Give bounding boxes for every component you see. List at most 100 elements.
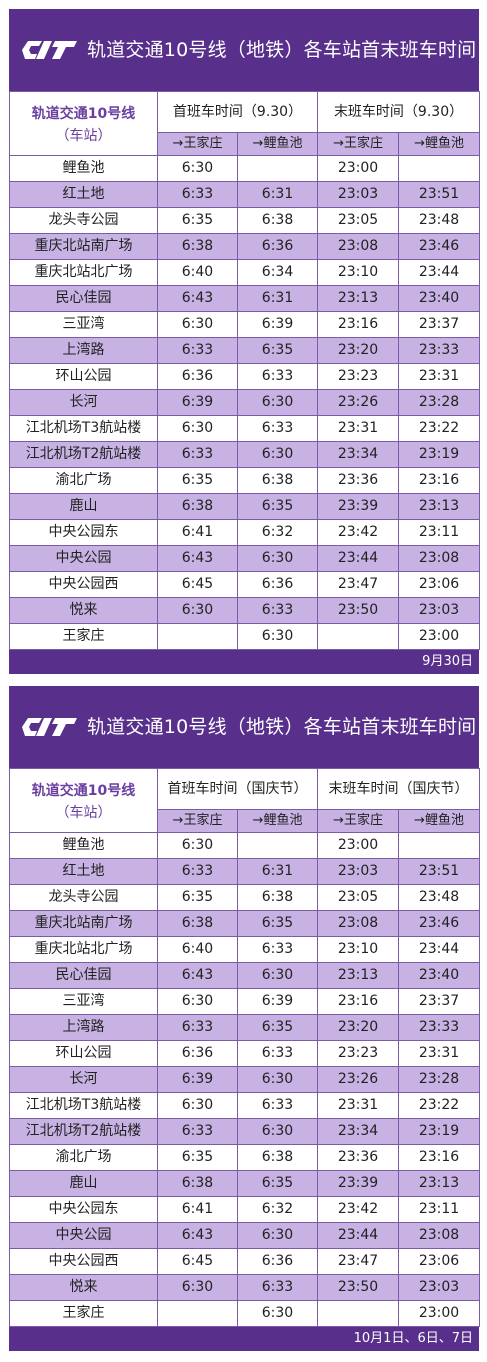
last-train-to-liyuchi: 23:11: [398, 519, 481, 546]
last-train-to-wangjiazhuang: 23:23: [317, 363, 400, 390]
first-train-to-liyuchi: 6:35: [236, 493, 319, 520]
last-train-to-liyuchi: 23:48: [398, 207, 481, 234]
table-row: 中央公园西 6:45 6:36 23:47 23:06: [9, 571, 481, 598]
last-train-to-wangjiazhuang: 23:47: [317, 571, 400, 598]
table-row: 三亚湾 6:30 6:39 23:16 23:37: [9, 988, 480, 1015]
station-name: 王家庄: [9, 623, 158, 650]
last-train-to-liyuchi: [398, 155, 481, 182]
first-train-to-wangjiazhuang: 6:39: [157, 389, 238, 416]
last-train-to-wangjiazhuang: 23:16: [317, 988, 399, 1015]
last-train-to-liyuchi: 23:46: [398, 233, 481, 260]
last-train-to-liyuchi: 23:40: [398, 285, 481, 312]
station-name: 红土地: [9, 858, 158, 885]
table-row: 中央公园东 6:41 6:32 23:42 23:11: [9, 519, 481, 546]
last-train-to-liyuchi: 23:33: [398, 1014, 480, 1041]
station-header-label: 轨道交通10号线: [31, 106, 136, 122]
station-name: 王家庄: [9, 1300, 158, 1327]
schedule-table: 轨道交通10号线 （车站） 首班车时间（9.30） 末班车时间（9.30） →王…: [9, 91, 481, 650]
station-name: 重庆北站北广场: [9, 936, 158, 963]
last-train-to-wangjiazhuang: 23:16: [317, 311, 400, 338]
first-train-to-wangjiazhuang: 6:40: [157, 936, 238, 963]
table-row: 中央公园 6:43 6:30 23:44 23:08: [9, 545, 481, 572]
last-train-to-wangjiazhuang: 23:34: [317, 441, 400, 468]
table-row: 王家庄 6:30 23:00: [9, 1300, 480, 1327]
last-train-to-wangjiazhuang: 23:44: [317, 545, 400, 572]
last-train-to-liyuchi: 23:06: [398, 1248, 480, 1275]
table-row: 江北机场T2航站楼 6:33 6:30 23:34 23:19: [9, 1118, 480, 1145]
station-column-header: 轨道交通10号线 （车站）: [9, 768, 158, 833]
table-row: 江北机场T3航站楼 6:30 6:33 23:31 23:22: [9, 415, 481, 442]
last-train-to-wangjiazhuang: 23:36: [317, 467, 400, 494]
table-row: 鹿山 6:38 6:35 23:39 23:13: [9, 1170, 480, 1197]
first-train-to-liyuchi: 6:31: [236, 181, 319, 208]
station-name: 三亚湾: [9, 311, 158, 338]
station-name: 长河: [9, 1066, 158, 1093]
last-train-to-wangjiazhuang: 23:50: [317, 597, 400, 624]
last-train-to-wangjiazhuang: 23:26: [317, 1066, 399, 1093]
first-train-to-liyuchi: 6:35: [237, 1170, 318, 1197]
last-train-to-liyuchi: 23:03: [398, 1274, 480, 1301]
direction-wangjiazhuang: →王家庄: [317, 132, 400, 156]
table-row: 上湾路 6:33 6:35 23:20 23:33: [9, 1014, 480, 1041]
station-name: 中央公园西: [9, 1248, 158, 1275]
last-train-to-wangjiazhuang: 23:39: [317, 493, 400, 520]
last-train-to-liyuchi: 23:19: [398, 1118, 480, 1145]
first-train-to-liyuchi: 6:30: [237, 1222, 318, 1249]
first-train-to-wangjiazhuang: 6:41: [157, 519, 238, 546]
last-train-to-liyuchi: 23:03: [398, 597, 481, 624]
last-train-to-wangjiazhuang: 23:05: [317, 207, 400, 234]
last-train-to-wangjiazhuang: [317, 1300, 399, 1327]
table-row: 重庆北站南广场 6:38 6:35 23:08 23:46: [9, 910, 480, 937]
date-footer: 9月30日: [9, 650, 479, 674]
first-train-to-liyuchi: 6:30: [236, 545, 319, 572]
first-train-to-liyuchi: 6:30: [237, 1118, 318, 1145]
station-name: 重庆北站南广场: [9, 910, 158, 937]
station-name: 江北机场T3航站楼: [9, 415, 158, 442]
first-train-to-liyuchi: 6:39: [236, 311, 319, 338]
table-title: 轨道交通10号线（地铁）各车站首末班车时间: [87, 716, 477, 738]
first-train-to-wangjiazhuang: 6:30: [157, 832, 238, 859]
first-train-to-liyuchi: 6:30: [236, 441, 319, 468]
first-train-to-wangjiazhuang: 6:30: [157, 1092, 238, 1119]
table-row: 重庆北站北广场 6:40 6:34 23:10 23:44: [9, 259, 481, 286]
table-row: 红土地 6:33 6:31 23:03 23:51: [9, 858, 480, 885]
station-name: 江北机场T2航站楼: [9, 1118, 158, 1145]
last-train-to-wangjiazhuang: 23:03: [317, 181, 400, 208]
table-row: 中央公园 6:43 6:30 23:44 23:08: [9, 1222, 480, 1249]
last-train-to-wangjiazhuang: 23:31: [317, 1092, 399, 1119]
title-banner: 轨道交通10号线（地铁）各车站首末班车时间: [9, 9, 479, 91]
direction-liyuchi: →鲤鱼池: [398, 132, 481, 156]
last-train-to-liyuchi: 23:06: [398, 571, 481, 598]
first-train-to-liyuchi: 6:30: [237, 1300, 318, 1327]
schedule-table: 轨道交通10号线 （车站） 首班车时间（国庆节） 末班车时间（国庆节） →王家庄…: [9, 768, 480, 1327]
last-train-to-wangjiazhuang: 23:26: [317, 389, 400, 416]
first-train-to-wangjiazhuang: 6:30: [157, 155, 238, 182]
table-row: 重庆北站北广场 6:40 6:33 23:10 23:44: [9, 936, 480, 963]
rail-transit-logo-icon: [22, 41, 77, 59]
table-row: 鲤鱼池 6:30 23:00: [9, 155, 481, 182]
first-train-to-liyuchi: 6:34: [236, 259, 319, 286]
table-row: 渝北广场 6:35 6:38 23:36 23:16: [9, 467, 481, 494]
station-name: 龙头寺公园: [9, 884, 158, 911]
last-train-to-wangjiazhuang: 23:42: [317, 519, 400, 546]
table-row: 江北机场T3航站楼 6:30 6:33 23:31 23:22: [9, 1092, 480, 1119]
station-name: 环山公园: [9, 1040, 158, 1067]
last-train-to-liyuchi: 23:28: [398, 1066, 480, 1093]
first-train-to-liyuchi: 6:36: [236, 233, 319, 260]
last-train-to-wangjiazhuang: 23:39: [317, 1170, 399, 1197]
first-train-to-wangjiazhuang: 6:35: [157, 207, 238, 234]
station-name: 长河: [9, 389, 158, 416]
first-train-to-wangjiazhuang: 6:35: [157, 884, 238, 911]
station-name: 上湾路: [9, 337, 158, 364]
last-train-to-liyuchi: 23:33: [398, 337, 481, 364]
first-train-to-wangjiazhuang: 6:30: [157, 311, 238, 338]
direction-wangjiazhuang: →王家庄: [157, 132, 238, 156]
table-row: 三亚湾 6:30 6:39 23:16 23:37: [9, 311, 481, 338]
first-train-to-wangjiazhuang: 6:33: [157, 858, 238, 885]
first-train-to-wangjiazhuang: 6:45: [157, 1248, 238, 1275]
last-train-to-liyuchi: 23:48: [398, 884, 480, 911]
station-name: 鹿山: [9, 1170, 158, 1197]
first-train-to-liyuchi: [237, 832, 318, 859]
title-banner: 轨道交通10号线（地铁）各车站首末班车时间: [9, 686, 479, 768]
first-train-header: 首班车时间（国庆节）: [157, 768, 318, 810]
